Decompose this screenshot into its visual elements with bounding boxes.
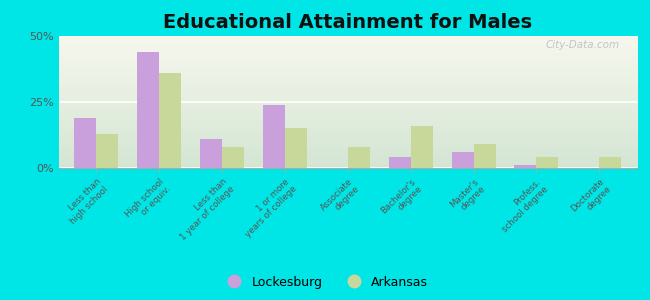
Bar xyxy=(74,118,96,168)
Bar xyxy=(263,105,285,168)
Bar xyxy=(96,134,118,168)
Bar xyxy=(159,73,181,168)
Bar xyxy=(137,52,159,168)
Text: City-Data.com: City-Data.com xyxy=(545,40,619,50)
Bar xyxy=(514,165,536,168)
Bar xyxy=(536,158,558,168)
Bar xyxy=(452,152,473,168)
Bar xyxy=(200,139,222,168)
Legend: Lockesburg, Arkansas: Lockesburg, Arkansas xyxy=(216,271,434,294)
Bar xyxy=(222,147,244,168)
Title: Educational Attainment for Males: Educational Attainment for Males xyxy=(163,13,532,32)
Bar xyxy=(473,144,495,168)
Bar xyxy=(599,158,621,168)
Bar xyxy=(285,128,307,168)
Bar xyxy=(389,158,411,168)
Bar xyxy=(411,126,433,168)
Bar xyxy=(348,147,370,168)
